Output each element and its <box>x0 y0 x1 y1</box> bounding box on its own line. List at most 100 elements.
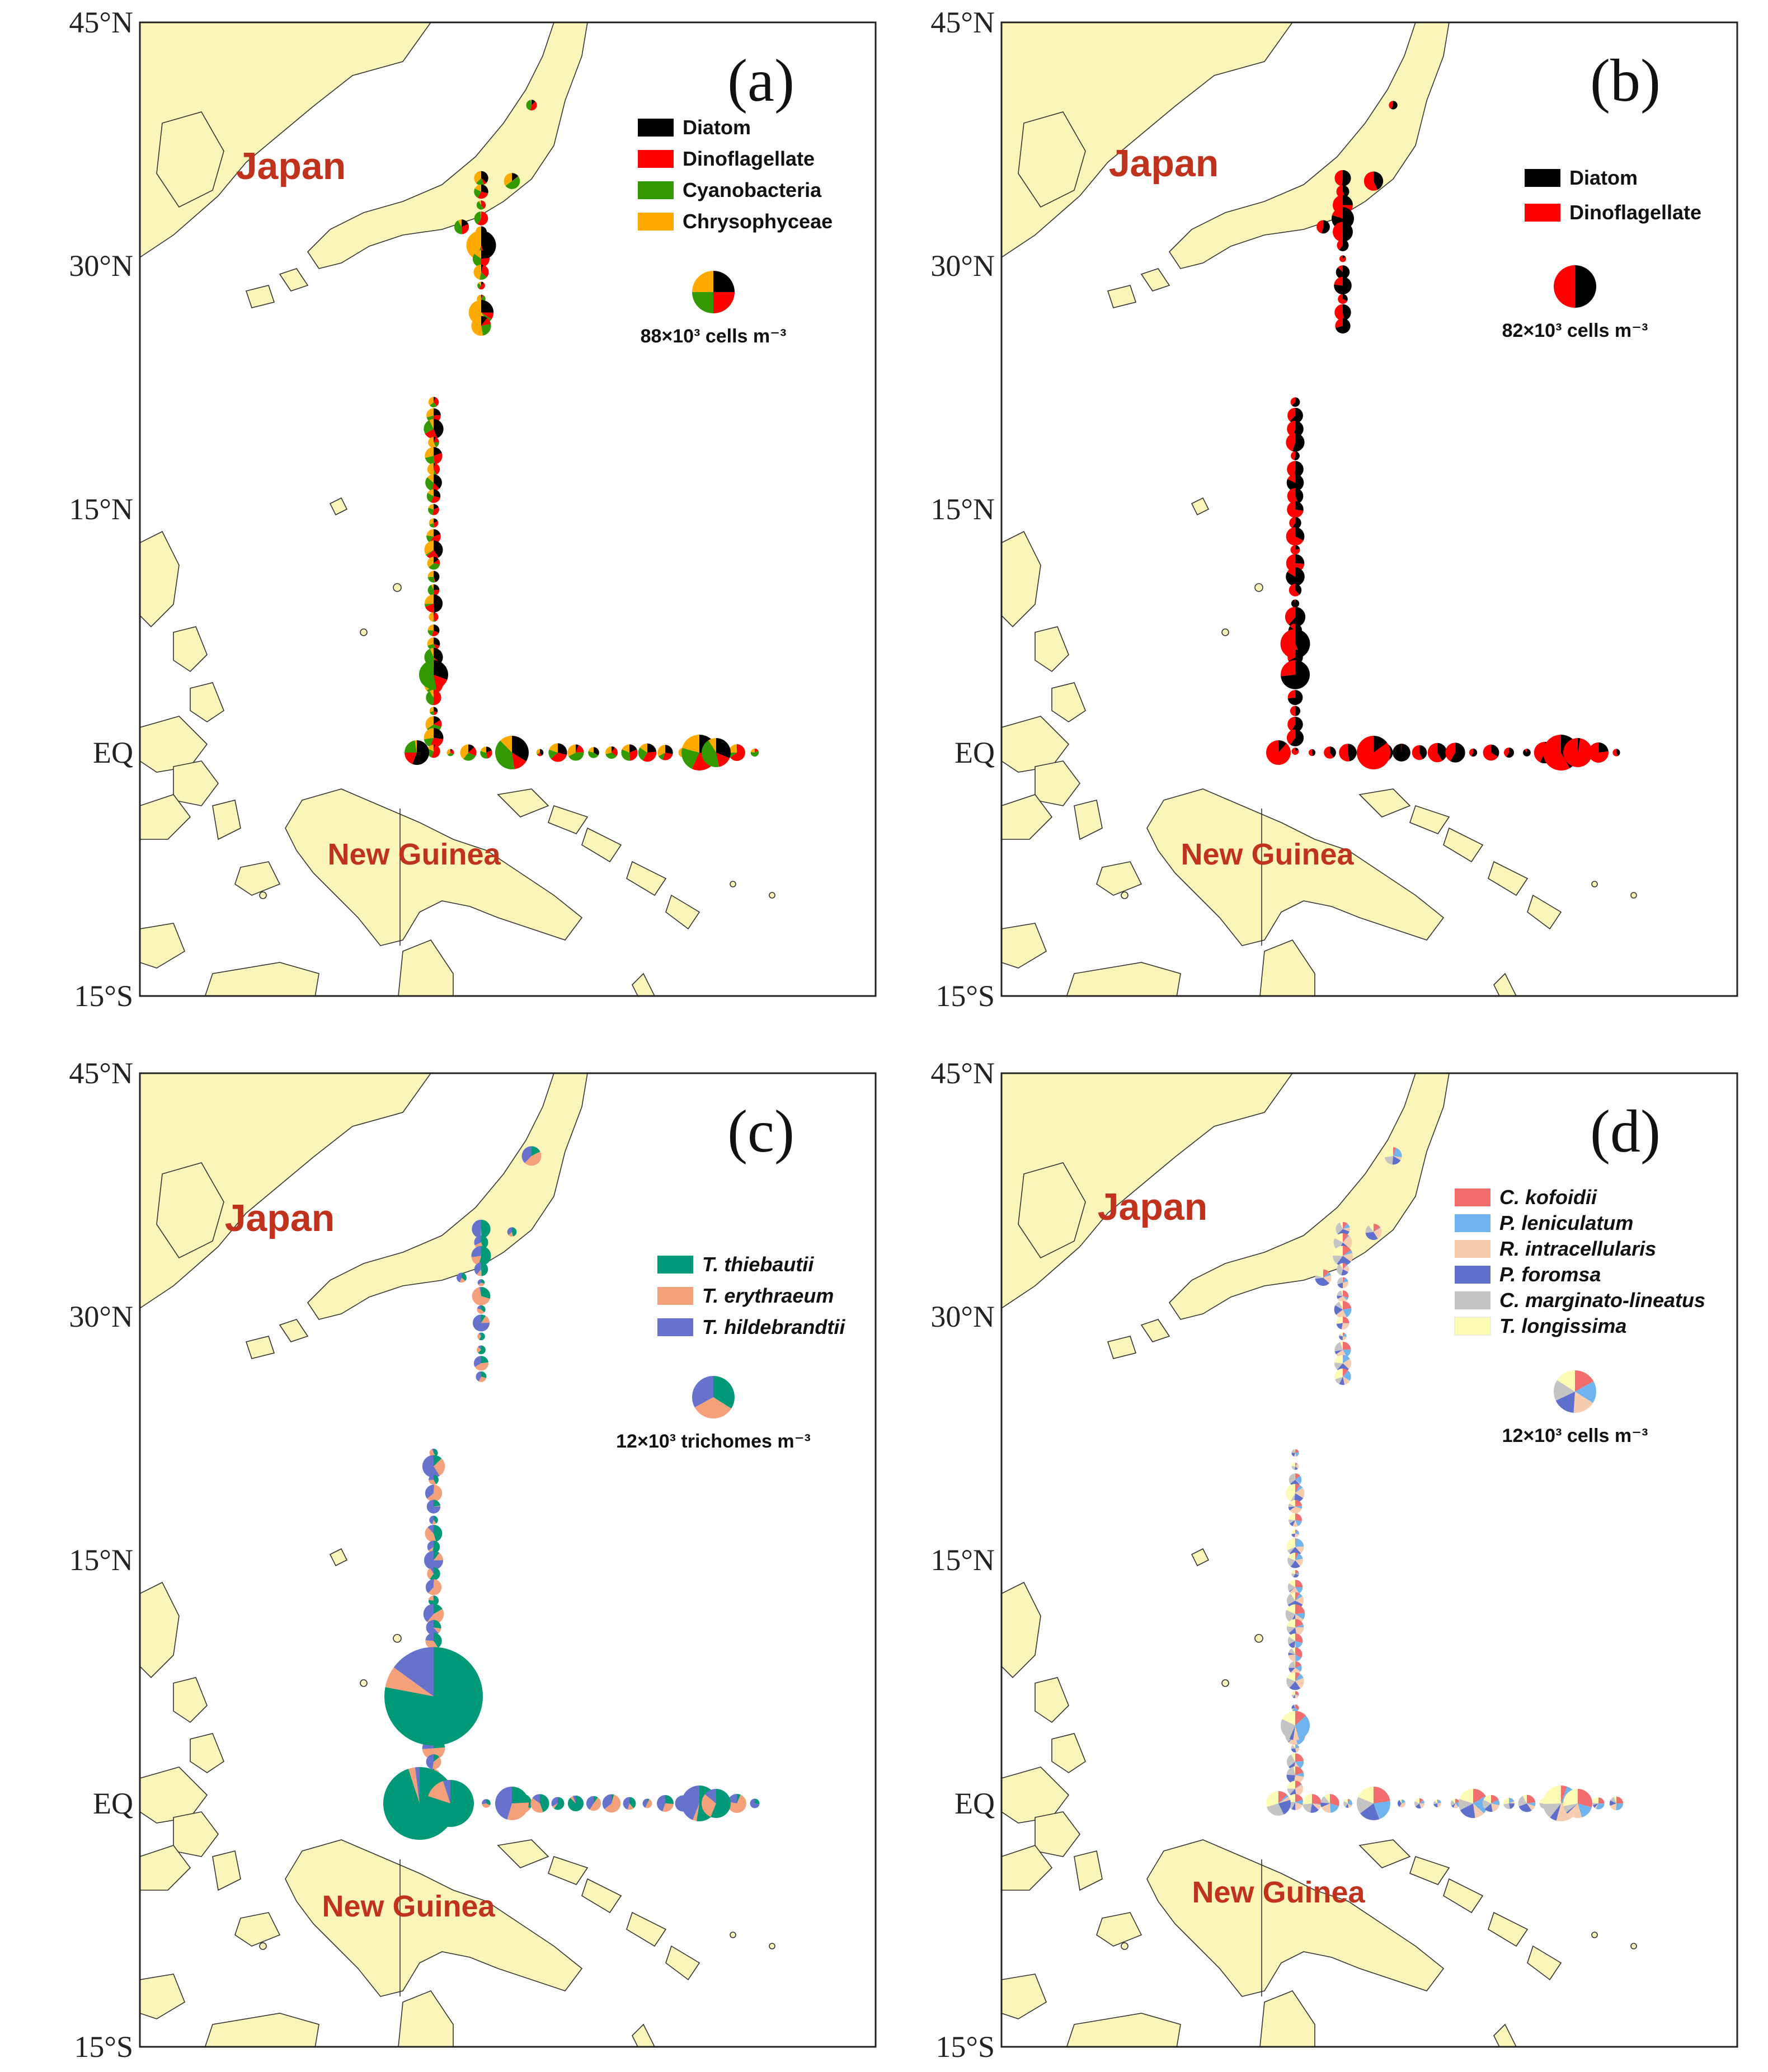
lat-label: 15°S <box>935 2030 995 2064</box>
station-pie <box>602 1794 621 1813</box>
station-pie <box>474 1262 488 1276</box>
station-pie <box>427 463 440 476</box>
station-pie-wedge <box>1295 1619 1304 1628</box>
station-pie-wedge <box>1287 1547 1295 1554</box>
station-pie <box>473 264 489 280</box>
station-pie-wedge <box>1324 1794 1330 1803</box>
station-pie-wedge <box>1343 1370 1351 1381</box>
station-pie <box>425 1632 442 1650</box>
station-pie <box>567 1795 584 1812</box>
scale-pie-wedge <box>1575 265 1596 308</box>
station-pie <box>1291 1691 1299 1699</box>
station-pie-wedge <box>427 637 434 646</box>
station-pie-wedge <box>1290 1592 1295 1601</box>
station-pie-wedge <box>481 264 483 272</box>
station-pie-wedge <box>1343 255 1346 259</box>
station-pie-wedge <box>426 1620 439 1636</box>
station-pie <box>1315 1269 1332 1286</box>
station-pie-wedge <box>1295 1500 1303 1507</box>
legend-swatch <box>1455 1188 1490 1206</box>
station-pie-wedge <box>1348 1799 1352 1806</box>
station-pie-wedge <box>1295 1766 1304 1775</box>
station-pie-wedge <box>662 1803 674 1812</box>
station-pie-wedge <box>658 753 665 760</box>
station-pie <box>429 518 439 528</box>
station-pie-wedge <box>474 171 481 184</box>
station-pie-wedge <box>481 265 489 278</box>
panel-label: (d) <box>1590 1098 1661 1165</box>
station-pie-wedge <box>1289 1661 1295 1668</box>
station-pie-wedge <box>479 1332 485 1341</box>
station-pie-wedge <box>1278 740 1287 753</box>
station-pie-wedge <box>1343 1277 1348 1283</box>
station-pie-wedge <box>432 1756 441 1770</box>
station-pie-wedge <box>1281 660 1295 676</box>
station-pie-wedge <box>1414 1798 1419 1803</box>
station-pie-wedge <box>1287 1672 1295 1681</box>
station-pie-wedge <box>426 535 434 543</box>
station-pie <box>460 744 477 761</box>
station-pie-wedge <box>1358 1787 1374 1803</box>
station-pie-wedge <box>1286 1593 1295 1605</box>
station-pies <box>1266 1147 1624 1821</box>
station-pie-wedge <box>1312 1803 1322 1810</box>
station-pie-wedge <box>479 1286 481 1296</box>
station-pie-wedge <box>434 584 440 590</box>
station-pie-wedge <box>425 716 434 729</box>
station-pie-wedge <box>429 563 440 570</box>
station-pie-wedge <box>1330 746 1336 758</box>
station-pie-wedge <box>1295 1633 1303 1643</box>
station-pie-wedge <box>481 1219 491 1239</box>
station-pie-wedge <box>1295 1592 1300 1601</box>
station-pie-wedge <box>1437 1802 1441 1807</box>
legend-label: T. erythraeum <box>702 1284 834 1307</box>
station-pie-wedge <box>434 1515 438 1524</box>
station-pie-wedge <box>1323 1275 1332 1284</box>
station-pie-wedge <box>1503 747 1509 757</box>
station-pie <box>1336 1263 1349 1276</box>
station-pie-wedge <box>434 408 441 416</box>
station-pie-wedge <box>1295 1672 1300 1681</box>
station-pie-wedge <box>1288 1648 1295 1655</box>
station-pie-wedge <box>1341 170 1351 186</box>
japan-label: Japan <box>225 1197 335 1239</box>
station-pie-wedge <box>1295 748 1299 751</box>
station-pie-wedge <box>1287 461 1295 478</box>
station-pie-wedge <box>1295 1711 1306 1726</box>
station-pie-wedge <box>481 200 486 209</box>
station-pie-wedge <box>427 1540 434 1551</box>
station-pie-wedge <box>1360 1803 1380 1820</box>
station-pie-wedge <box>473 1356 481 1367</box>
station-pie-wedge <box>1295 1596 1304 1605</box>
station-pie-wedge <box>434 576 436 582</box>
station-pie-wedge <box>1616 749 1620 757</box>
station-pie-wedge <box>1295 1665 1302 1672</box>
station-pie-wedge <box>1338 294 1348 304</box>
station-pie <box>1308 749 1316 757</box>
station-pie-wedge <box>429 689 434 698</box>
station-pie-wedge <box>1330 1803 1339 1813</box>
station-pie-wedge <box>481 312 494 320</box>
station-pie-wedge <box>476 1371 481 1382</box>
station-pie <box>1290 397 1300 407</box>
station-pie-wedge <box>1266 1791 1278 1807</box>
station-pie <box>1469 748 1478 757</box>
station-pie-wedge <box>1291 451 1295 461</box>
station-pie-wedge <box>481 250 490 259</box>
station-pie-wedge <box>1286 554 1305 572</box>
station-pie-wedge <box>662 753 673 760</box>
station-pie-wedge <box>429 518 434 525</box>
station-pie <box>1592 1797 1605 1810</box>
station-pie-wedge <box>1509 1798 1510 1803</box>
station-pie-wedge <box>590 1797 601 1811</box>
station-pie-wedge <box>432 1520 436 1525</box>
station-pie-wedge <box>1312 749 1316 756</box>
station-pie <box>1287 716 1303 732</box>
station-pie-wedge <box>1295 1691 1299 1695</box>
station-pie <box>457 1272 467 1283</box>
station-pie-wedge <box>1295 1483 1300 1493</box>
station-pie-wedge <box>428 504 434 510</box>
station-pie-wedge <box>1392 1155 1401 1165</box>
scale-pie-wedge <box>1575 1370 1594 1392</box>
station-pie-wedge <box>1336 1309 1347 1318</box>
